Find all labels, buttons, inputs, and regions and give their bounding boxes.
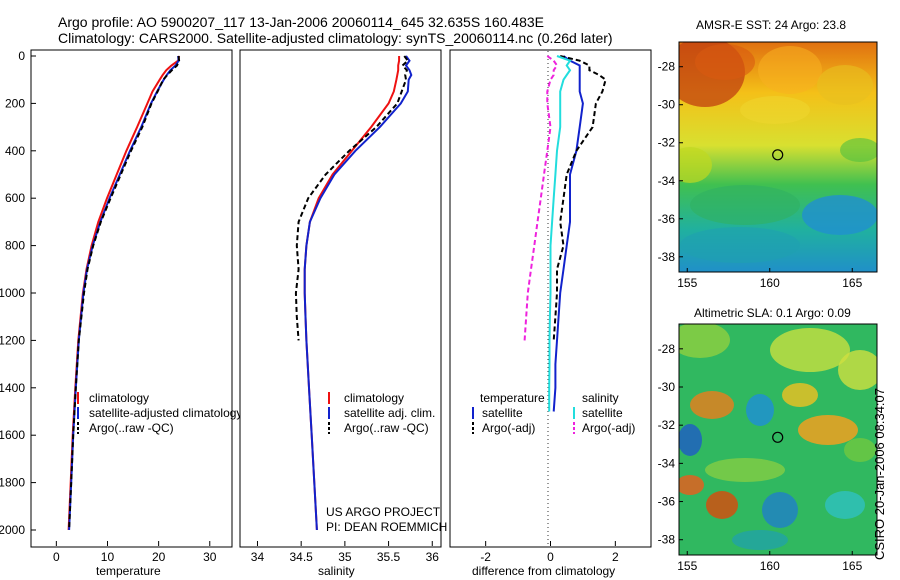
legend-label-satellite: satellite-adjusted climatology bbox=[89, 406, 242, 420]
sst-field bbox=[679, 42, 877, 272]
legend-label-argo: Argo(..raw -QC) bbox=[89, 421, 174, 435]
sst-map-title: AMSR-E SST: 24 Argo: 23.8 bbox=[696, 18, 846, 32]
map-y-tick-label: -30 bbox=[658, 98, 676, 112]
y-tick-label: 1200 bbox=[0, 333, 25, 347]
map-y-tick-label: -30 bbox=[658, 380, 676, 394]
x-tick-label: 0 bbox=[53, 550, 60, 564]
legend-label-temp-satellite: satellite bbox=[482, 406, 523, 420]
x-tick-label: 34 bbox=[251, 550, 265, 564]
map-x-tick-label: 155 bbox=[677, 559, 697, 573]
sst-float-marker bbox=[772, 149, 784, 161]
temperature-panel: 0 10 20 30 0 200 400 600 800 1000 1200 1400 1600 180… bbox=[0, 49, 242, 578]
temperature-x-ticks: 0 10 20 30 bbox=[53, 541, 217, 564]
sla-map-panel: Altimetric SLA: 0.1 Argo: 0.09 155 160 165… bbox=[658, 306, 878, 573]
legend-label-sal-argo: Argo(..raw -QC) bbox=[344, 421, 429, 435]
series-line-salinity-argo-adj- bbox=[523, 55, 559, 341]
map-y-tick-label: -32 bbox=[658, 418, 676, 432]
series-line-argo-raw-qc- bbox=[68, 55, 181, 531]
salinity-panel: 34 34.5 35 35.5 36 salinity climatology sate… bbox=[239, 49, 447, 578]
y-tick-label: 1000 bbox=[0, 286, 25, 300]
y-tick-label: 800 bbox=[5, 239, 25, 253]
difference-x-ticks: -2 0 2 bbox=[480, 541, 619, 564]
salinity-legend: climatology satellite adj. clim. Argo(..… bbox=[328, 391, 435, 435]
difference-legend: temperature salinity satellite Argo(-adj… bbox=[472, 391, 635, 435]
series-line-temperature-argo-adj- bbox=[552, 55, 607, 341]
map-x-tick-label: 160 bbox=[760, 276, 780, 290]
map-y-tick-label: -34 bbox=[658, 456, 676, 470]
x-tick-label: 10 bbox=[101, 550, 115, 564]
salinity-series bbox=[294, 55, 413, 531]
legend-label-sal-satellite-diff: satellite bbox=[582, 406, 623, 420]
map-y-tick-label: -38 bbox=[658, 250, 676, 264]
timestamp-stamp: CSIRO 20-Jan-2006 08:34:07 bbox=[872, 388, 887, 560]
difference-panel: -2 0 2 difference from climatology tempera… bbox=[449, 49, 652, 578]
map-y-tick-label: -32 bbox=[658, 136, 676, 150]
pi-label: PI: DEAN ROEMMICH bbox=[326, 520, 447, 534]
y-tick-label: 600 bbox=[5, 191, 25, 205]
legend-label-sal-satellite: satellite adj. clim. bbox=[344, 406, 435, 420]
map-y-tick-label: -36 bbox=[658, 212, 676, 226]
salinity-x-label: salinity bbox=[318, 564, 355, 578]
map-x-tick-label: 160 bbox=[760, 559, 780, 573]
temperature-axes-frame bbox=[30, 49, 233, 548]
temperature-y-ticks: 0 200 400 600 800 1000 1200 1400 1600 1800 2000 bbox=[0, 49, 36, 537]
title-line-1: Argo profile: AO 5900207_117 13-Jan-2006… bbox=[58, 14, 544, 30]
map-y-tick-label: -38 bbox=[658, 533, 676, 547]
x-tick-label: 36 bbox=[426, 550, 440, 564]
map-y-tick-label: -28 bbox=[658, 60, 676, 74]
map-x-tick-label: 165 bbox=[842, 276, 862, 290]
map-y-tick-label: -36 bbox=[658, 495, 676, 509]
x-tick-label: 35 bbox=[338, 550, 352, 564]
y-tick-label: 1800 bbox=[0, 476, 25, 490]
map-y-tick-label: -28 bbox=[658, 342, 676, 356]
legend-label-sal-climatology: climatology bbox=[344, 391, 404, 405]
temperature-legend: climatology satellite-adjusted climatolo… bbox=[77, 391, 242, 435]
series-line-argo-raw-qc- bbox=[294, 55, 410, 341]
legend-header-temperature: temperature bbox=[480, 391, 545, 405]
salinity-axes-frame bbox=[239, 49, 442, 548]
sla-map-ticks: 155 160 165 -28 -30 -32 -34 -36 -38 bbox=[658, 342, 863, 573]
x-tick-label: 35.5 bbox=[377, 550, 401, 564]
project-label: US ARGO PROJECT bbox=[326, 505, 441, 519]
y-tick-label: 1600 bbox=[0, 428, 25, 442]
series-line-salinity-satellite bbox=[548, 55, 572, 412]
salinity-x-ticks: 34 34.5 35 35.5 36 bbox=[251, 541, 439, 564]
y-tick-label: 200 bbox=[5, 96, 25, 110]
sla-field bbox=[679, 324, 877, 555]
sst-map-panel: AMSR-E SST: 24 Argo: 23.8 155 160 165 -28 -3… bbox=[658, 18, 878, 290]
x-tick-label: 34.5 bbox=[289, 550, 313, 564]
x-tick-label: -2 bbox=[480, 550, 491, 564]
map-x-tick-label: 155 bbox=[677, 276, 697, 290]
difference-x-label: difference from climatology bbox=[472, 564, 615, 578]
legend-label-sal-argo-diff: Argo(-adj) bbox=[582, 421, 635, 435]
map-y-tick-label: -34 bbox=[658, 174, 676, 188]
sla-map-title: Altimetric SLA: 0.1 Argo: 0.09 bbox=[694, 306, 851, 320]
series-line-satellite-adj-clim- bbox=[303, 55, 413, 531]
y-tick-label: 0 bbox=[18, 49, 25, 63]
x-tick-label: 30 bbox=[203, 550, 217, 564]
y-tick-label: 400 bbox=[5, 144, 25, 158]
legend-header-salinity: salinity bbox=[582, 391, 619, 405]
title-line-2: Climatology: CARS2000. Satellite-adjuste… bbox=[58, 30, 613, 46]
y-tick-label: 2000 bbox=[0, 523, 25, 537]
legend-label-climatology: climatology bbox=[89, 391, 149, 405]
series-line-temperature-satellite bbox=[552, 55, 584, 412]
map-x-tick-label: 165 bbox=[842, 559, 862, 573]
temperature-series bbox=[67, 55, 181, 531]
y-tick-label: 1400 bbox=[0, 381, 25, 395]
x-tick-label: 20 bbox=[152, 550, 166, 564]
sla-float-marker bbox=[772, 431, 784, 443]
difference-series bbox=[523, 55, 607, 412]
x-tick-label: 0 bbox=[547, 550, 554, 564]
legend-label-temp-argo: Argo(-adj) bbox=[482, 421, 535, 435]
temperature-x-label: temperature bbox=[96, 564, 161, 578]
x-tick-label: 2 bbox=[612, 550, 619, 564]
sst-map-ticks: 155 160 165 -28 -30 -32 -34 -36 -38 bbox=[658, 60, 863, 290]
